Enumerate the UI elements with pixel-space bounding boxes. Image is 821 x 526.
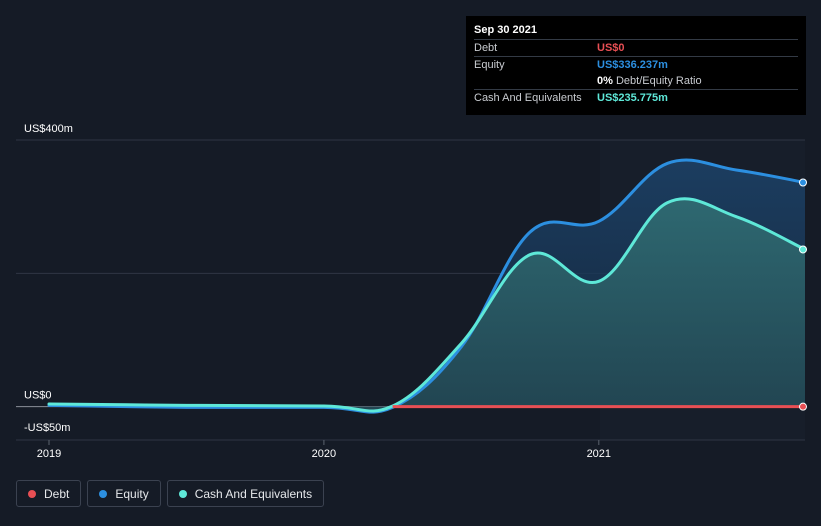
x-tick-label: 2020 <box>312 448 336 460</box>
legend-item-equity[interactable]: Equity <box>87 480 161 507</box>
data-tooltip: Sep 30 2021 Debt US$0 Equity US$336.237m… <box>466 16 806 115</box>
tooltip-value: US$336.237m <box>597 59 668 71</box>
y-tick-label: US$0 <box>24 390 52 402</box>
tooltip-ratio-label: Debt/Equity Ratio <box>615 75 702 87</box>
tooltip-row-cash: Cash And Equivalents US$235.775m <box>474 89 798 106</box>
tooltip-row-equity: Equity US$336.237m <box>474 56 798 73</box>
legend-label: Cash And Equivalents <box>194 486 313 501</box>
tooltip-row-ratio: 0% Debt/Equity Ratio <box>474 73 798 89</box>
debt-dot-icon <box>28 489 36 498</box>
cash-and-equivalents-line <box>47 197 807 413</box>
tooltip-label: Debt <box>474 42 498 54</box>
equity-dot-icon <box>99 489 108 498</box>
tooltip-value: 0% <box>597 75 613 87</box>
cash-and-equivalents-area <box>48 198 805 412</box>
tooltip-label: Equity <box>474 59 505 71</box>
tooltip-value: US$0 <box>597 42 625 54</box>
tooltip-row-debt: Debt US$0 <box>474 39 798 56</box>
tooltip-label <box>474 73 597 89</box>
cash-dot-icon <box>178 489 187 498</box>
chart-legend: Debt Equity Cash And Equivalents <box>16 480 325 507</box>
y-tick-label: US$400m <box>24 123 73 135</box>
legend-item-debt[interactable]: Debt <box>16 480 82 507</box>
equity-end-marker <box>799 178 807 187</box>
x-tick-label: 2021 <box>587 448 611 460</box>
debt-end-marker <box>799 402 807 411</box>
tooltip-value: US$235.775m <box>597 92 668 104</box>
cash-and-equivalents-end-marker <box>799 245 807 254</box>
tooltip-label: Cash And Equivalents <box>474 92 582 104</box>
legend-label: Debt <box>44 486 70 501</box>
legend-item-cash[interactable]: Cash And Equivalents <box>166 480 325 507</box>
y-tick-label: -US$50m <box>24 422 70 434</box>
tooltip-date: Sep 30 2021 <box>474 24 537 36</box>
x-tick-label: 2019 <box>37 448 61 460</box>
legend-label: Equity <box>115 486 149 501</box>
